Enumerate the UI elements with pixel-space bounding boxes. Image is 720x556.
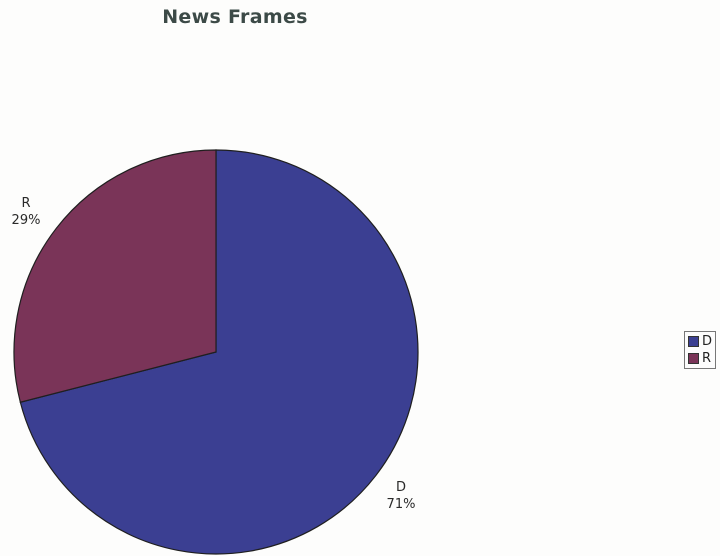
pie-slice-d — [19, 149, 419, 555]
chart-title: News Frames — [162, 6, 308, 28]
pie-slice-r — [13, 149, 217, 403]
legend-label-r: R — [702, 351, 712, 366]
legend-swatch-d — [688, 336, 699, 347]
legend-label-d: D — [702, 334, 713, 349]
slice-value-label-d: 71% — [387, 497, 416, 512]
legend: D R — [684, 331, 717, 369]
slice-value-label-r: 29% — [12, 213, 41, 228]
slice-label-r: R — [21, 196, 30, 211]
legend-swatch-r — [688, 353, 699, 364]
legend-item-d: D — [688, 333, 712, 350]
slice-label-d: D — [396, 480, 406, 495]
legend-item-r: R — [688, 350, 712, 367]
